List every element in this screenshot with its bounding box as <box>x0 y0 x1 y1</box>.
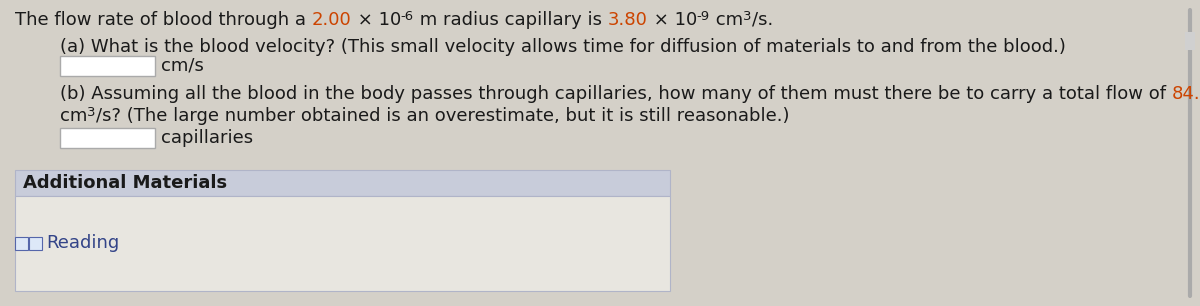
Text: cm: cm <box>60 107 88 125</box>
Text: /s.: /s. <box>751 11 773 29</box>
Text: Additional Materials: Additional Materials <box>23 174 227 192</box>
Text: × 10: × 10 <box>648 11 697 29</box>
Text: capillaries: capillaries <box>161 129 253 147</box>
Text: (b) Assuming all the blood in the body passes through capillaries, how many of t: (b) Assuming all the blood in the body p… <box>60 85 1171 103</box>
Bar <box>29 237 42 250</box>
Bar <box>60 128 155 148</box>
Text: cm/s: cm/s <box>161 57 204 75</box>
Text: Reading: Reading <box>46 234 119 252</box>
Text: -9: -9 <box>697 10 710 24</box>
Text: The flow rate of blood through a: The flow rate of blood through a <box>14 11 312 29</box>
Bar <box>14 237 28 250</box>
Text: (a) What is the blood velocity? (This small velocity allows time for diffusion o: (a) What is the blood velocity? (This sm… <box>60 38 1066 56</box>
Text: 3: 3 <box>743 10 751 24</box>
Text: m radius capillary is: m radius capillary is <box>414 11 607 29</box>
Text: 3.80: 3.80 <box>607 11 648 29</box>
Bar <box>60 56 155 76</box>
Bar <box>14 170 670 196</box>
Bar <box>1186 32 1195 50</box>
Text: 3: 3 <box>88 106 96 120</box>
Text: × 10: × 10 <box>352 11 401 29</box>
Text: 2.00: 2.00 <box>312 11 352 29</box>
Text: 84.0: 84.0 <box>1171 85 1200 103</box>
Text: cm: cm <box>710 11 743 29</box>
Text: -6: -6 <box>401 10 414 24</box>
Text: /s? (The large number obtained is an overestimate, but it is still reasonable.): /s? (The large number obtained is an ove… <box>96 107 790 125</box>
Bar <box>14 196 670 291</box>
